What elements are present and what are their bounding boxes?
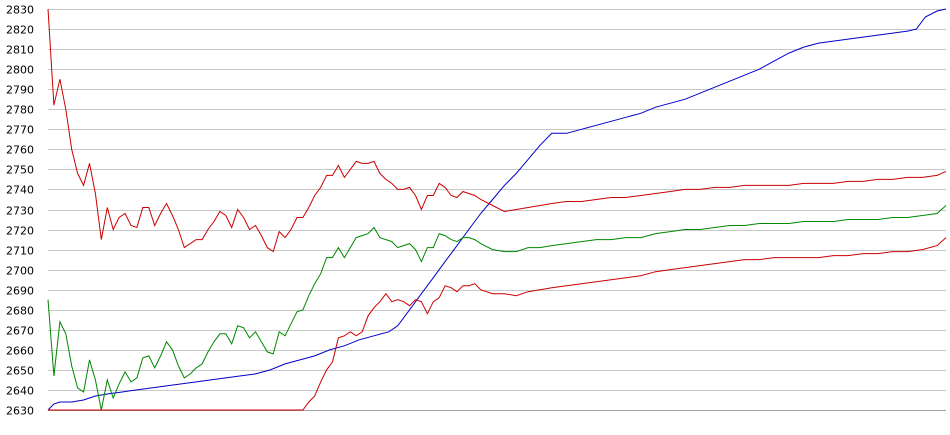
y-tick-label: 2800 (6, 64, 34, 77)
grid-lines (48, 9, 946, 411)
series-lines (47, 8, 947, 411)
y-tick-label: 2660 (6, 345, 34, 358)
y-tick-label: 2650 (6, 365, 34, 378)
y-tick-label: 2710 (6, 245, 34, 258)
series-line-2 (47, 8, 947, 253)
y-tick-label: 2730 (6, 205, 34, 218)
series-line-1 (47, 8, 947, 411)
y-tick-label: 2640 (6, 385, 34, 398)
y-tick-label: 2830 (6, 4, 34, 17)
y-tick-label: 2630 (6, 405, 34, 418)
y-axis-tick-labels: 2630 2640 2650 2660 2670 2680 2690 2700 2710 2720… (6, 4, 34, 418)
y-tick-label: 2790 (6, 84, 34, 97)
y-tick-label: 2670 (6, 325, 34, 338)
series-line-4 (48, 237, 947, 411)
y-tick-label: 2750 (6, 164, 34, 177)
y-tick-label: 2780 (6, 104, 34, 117)
series-line-3 (47, 205, 947, 411)
y-tick-label: 2760 (6, 144, 34, 157)
y-tick-label: 2680 (6, 305, 34, 318)
y-tick-label: 2810 (6, 44, 34, 57)
y-tick-label: 2720 (6, 225, 34, 238)
y-tick-label: 2740 (6, 184, 34, 197)
y-tick-label: 2820 (6, 24, 34, 37)
y-tick-label: 2700 (6, 265, 34, 278)
y-tick-label: 2690 (6, 285, 34, 298)
y-tick-label: 2770 (6, 124, 34, 137)
